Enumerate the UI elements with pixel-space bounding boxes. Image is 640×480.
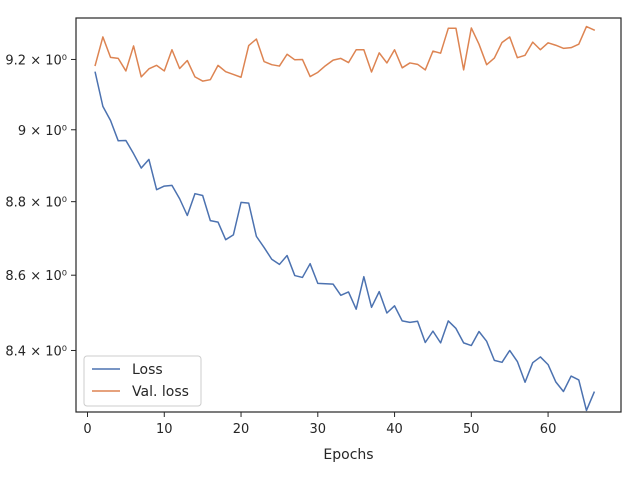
x-tick-label: 50 [463, 422, 480, 437]
x-tick-label: 30 [310, 422, 327, 437]
legend-label: Val. loss [132, 384, 189, 400]
x-tick-label: 40 [386, 422, 403, 437]
series-line-val-loss [94, 25, 596, 82]
y-axis: 8.4 × 10⁰ 8.6 × 10⁰ 8.8 × 10⁰ 9 × 10⁰ 9.2 × … [5, 53, 76, 359]
series-line-loss [94, 71, 596, 412]
legend-label: Loss [132, 362, 163, 378]
x-tick-label: 0 [83, 422, 91, 437]
x-tick-label: 10 [156, 422, 173, 437]
plot-area [94, 25, 596, 412]
x-tick-label: 20 [233, 422, 250, 437]
x-axis: 0 10 20 30 40 50 60 [83, 412, 556, 437]
y-tick-label: 8.8 × 10⁰ [5, 196, 67, 211]
y-tick-label: 9.2 × 10⁰ [5, 53, 67, 68]
axes-frame [75, 17, 622, 413]
x-axis-label: Epochs [323, 447, 373, 463]
y-tick-label: 8.6 × 10⁰ [5, 269, 67, 284]
legend: Loss Val. loss [83, 355, 202, 407]
y-tick-label: 9 × 10⁰ [18, 124, 67, 139]
y-tick-label: 8.4 × 10⁰ [5, 344, 67, 359]
x-tick-label: 60 [540, 422, 557, 437]
